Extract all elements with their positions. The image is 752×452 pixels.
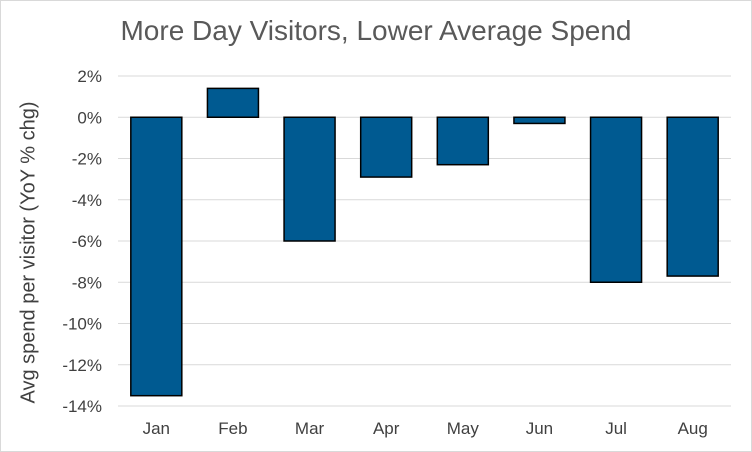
x-tick-label: Mar [295,419,325,438]
bar-mar [283,116,336,242]
y-tick-label: -8% [72,273,102,292]
y-tick-label: 2% [77,67,102,86]
x-tick-label: Aug [678,419,708,438]
x-tick-label: Jul [605,419,627,438]
x-tick-label: Apr [373,419,400,438]
y-tick-label: 0% [77,108,102,127]
x-tick-label: Feb [218,419,247,438]
bar-apr [359,116,413,178]
bar-jan [130,116,183,397]
y-tick-label: -2% [72,150,102,169]
y-tick-label: -10% [62,315,102,334]
bar-may [436,116,490,166]
bar-aug [666,116,719,277]
bar-feb [206,87,260,118]
y-tick-label: -4% [72,191,102,210]
y-tick-label: -6% [72,232,102,251]
y-tick-label: -12% [62,356,102,375]
chart-title: More Day Visitors, Lower Average Spend [120,15,632,46]
x-tick-label: May [447,419,480,438]
bar-jun [513,116,566,125]
y-tick-label: -14% [62,397,102,416]
x-tick-label: Jun [526,419,553,438]
x-tick-label: Jan [143,419,170,438]
bar-jul [589,116,643,283]
